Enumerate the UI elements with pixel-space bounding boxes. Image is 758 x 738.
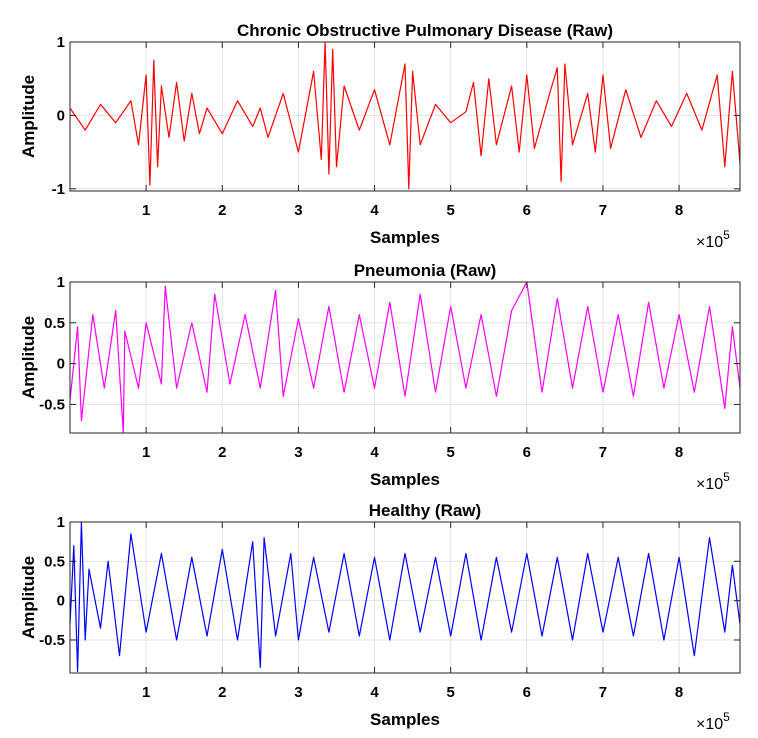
y-tick-label: 0 [57,593,65,610]
x-tick-label: 8 [675,684,683,701]
exponent-power: 5 [723,470,730,484]
x-tick-label: 7 [599,444,607,461]
y-tick-label: 1 [57,34,65,51]
x-tick-label: 2 [218,444,226,461]
chart-title: Pneumonia (Raw) [354,261,497,280]
exponent-power: 5 [723,228,730,242]
x-tick-label: 2 [218,202,226,219]
x-exponent-label: ×105 [696,710,730,733]
y-tick-label: -1 [52,181,65,198]
exponent-base: ×10 [696,716,723,733]
exponent-power: 5 [723,710,730,724]
signal-line [69,41,741,190]
y-tick-label: 0 [57,356,65,373]
chart-title: Healthy (Raw) [369,501,481,520]
chart-panel-3: 1 2 3 4 5 6 7 8 -0.5 0 0.5 1 Healthy (Raw) Samples Amp… [19,501,741,733]
x-tick-label: 4 [370,444,379,461]
exponent-base: ×10 [696,476,723,493]
chart-title: Chronic Obstructive Pulmonary Disease (R… [237,21,613,40]
chart-panel-1: 1 2 3 4 5 6 7 8 -1 0 1 Chronic Obstructive Pulmonar… [19,21,741,251]
x-tick-label: 5 [447,202,455,219]
exponent-base: ×10 [696,234,723,251]
axes-box [69,281,741,434]
y-tick-label: 0.5 [44,553,65,570]
y-tick-label: 0 [57,107,65,124]
x-tick-label: 3 [294,684,302,701]
x-tick-label: 3 [294,444,302,461]
x-tick-label: 5 [447,444,455,461]
x-tick-label: 5 [447,684,455,701]
x-tick-label: 7 [599,684,607,701]
x-tick-label: 6 [523,202,531,219]
signal-line [69,521,741,672]
x-tick-label: 8 [675,444,683,461]
x-axis-label: Samples [370,470,440,489]
y-tick-label: -0.5 [39,632,65,649]
x-tick-label: 4 [370,202,379,219]
y-axis-label: Amplitude [19,316,38,399]
x-tick-label: 6 [523,444,531,461]
chart-panel-2: 1 2 3 4 5 6 7 8 -0.5 0 0.5 1 Pneumonia (Raw) Samples A… [19,261,741,493]
y-tick-label: 1 [57,274,65,291]
x-axis-label: Samples [370,228,440,247]
x-tick-label: 8 [675,202,683,219]
x-tick-label: 6 [523,684,531,701]
x-tick-label: 1 [142,444,150,461]
y-tick-label: -0.5 [39,396,65,413]
x-axis-label: Samples [370,710,440,729]
x-tick-label: 1 [142,202,150,219]
y-axis-label: Amplitude [19,556,38,639]
y-tick-label: 0.5 [44,315,65,332]
axes-box [69,41,741,192]
y-axis-label: Amplitude [19,75,38,158]
x-tick-label: 7 [599,202,607,219]
x-exponent-label: ×105 [696,228,730,251]
y-tick-label: 1 [57,514,65,531]
axes-box [69,521,741,674]
x-tick-label: 3 [294,202,302,219]
x-exponent-label: ×105 [696,470,730,493]
signal-line [69,281,741,434]
x-tick-label: 4 [370,684,379,701]
x-tick-label: 1 [142,684,150,701]
x-tick-label: 2 [218,684,226,701]
